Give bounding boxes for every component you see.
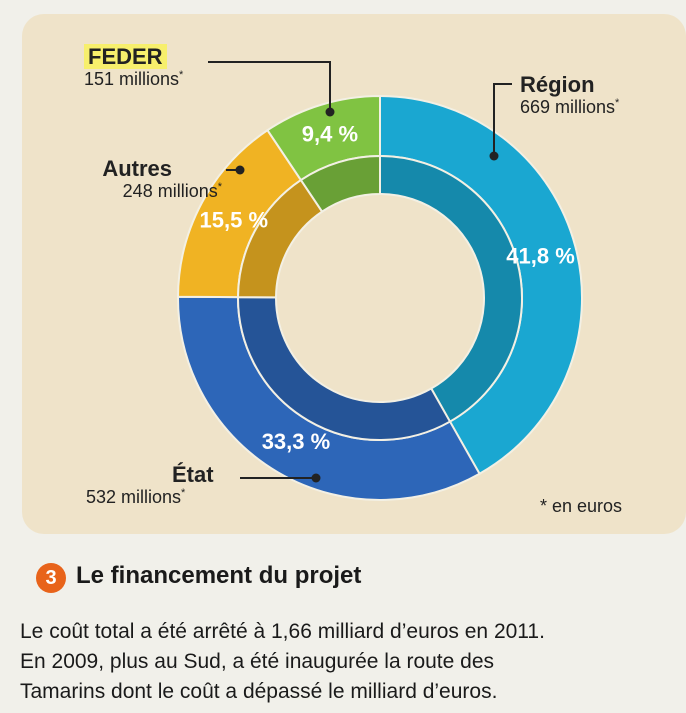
leader-dot-feder: [325, 107, 335, 117]
body-line-1: Le coût total a été arrêté à 1,66 millia…: [20, 620, 545, 643]
label-region-name: Région: [520, 72, 595, 97]
label-autres-amount: 248 millions: [122, 181, 218, 202]
label-etat-star: *: [181, 487, 186, 500]
donut-chart: 41,8 % 33,3 % 15,5 % 9,4 %: [176, 61, 583, 501]
section-number-badge: 3: [36, 563, 66, 593]
percent-label-autres: 15,5 %: [200, 207, 269, 232]
section-body: Le coût total a été arrêté à 1,66 millia…: [20, 617, 670, 707]
body-line-2: En 2009, plus au Sud, a été inaugurée la…: [20, 650, 495, 673]
percent-label-r-gion: 41,8 %: [506, 244, 575, 269]
label-feder-star: *: [179, 69, 184, 82]
percent-label-feder: 9,4 %: [302, 121, 358, 146]
label-feder-name: FEDER: [84, 44, 167, 70]
label-etat-name: État: [172, 462, 214, 487]
section-title: Le financement du projet: [76, 562, 362, 589]
label-feder-amount: 151 millions: [84, 69, 180, 90]
leader-line-r-gion: [493, 83, 512, 156]
slice-inner-feder: [299, 154, 381, 214]
label-region: Région 669 millions*: [520, 72, 619, 118]
body-line-3: Tamarins dont le coût a dépassé le milli…: [20, 680, 498, 703]
label-autres: Autres 248 millions*: [98, 156, 222, 202]
label-autres-star: *: [217, 181, 222, 194]
percent-label--tat: 33,3 %: [262, 429, 331, 454]
slice-inner-r-gion: [379, 154, 523, 423]
label-feder: FEDER 151 millions*: [84, 44, 183, 90]
leader-dot--tat: [311, 473, 321, 483]
footnote-units: * en euros: [540, 496, 623, 516]
leader-dot-autres: [235, 165, 245, 175]
leader-dot-r-gion: [489, 151, 499, 161]
label-etat-amount: 532 millions: [86, 487, 182, 508]
label-region-amount: 669 millions: [520, 97, 616, 118]
label-autres-name: Autres: [102, 156, 172, 181]
label-etat: État 532 millions*: [86, 462, 214, 508]
label-region-star: *: [615, 97, 620, 110]
leader-line-feder: [208, 61, 331, 112]
